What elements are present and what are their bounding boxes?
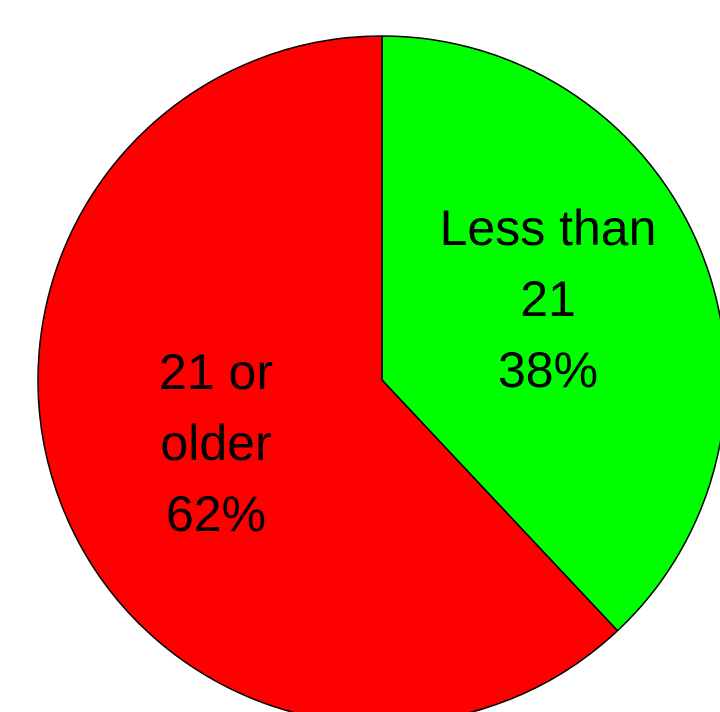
pie-slice-less-than-21 bbox=[381, 35, 720, 632]
pie-slice-21-or-older bbox=[37, 35, 619, 712]
slice-value-21-or-older: 62% bbox=[166, 486, 266, 542]
pie-labels: Less than 21 38% 21 or older 62% bbox=[159, 200, 656, 542]
slice-value-less-than-21: 38% bbox=[498, 342, 598, 398]
pie-slices bbox=[37, 35, 720, 712]
slice-label-21-or-older-line-2: older bbox=[160, 415, 271, 471]
slice-label-less-than-21-line-2: 21 bbox=[520, 271, 576, 327]
slice-label-less-than-21-line-1: Less than bbox=[440, 200, 657, 256]
slice-label-21-or-older-line-1: 21 or bbox=[159, 344, 273, 400]
